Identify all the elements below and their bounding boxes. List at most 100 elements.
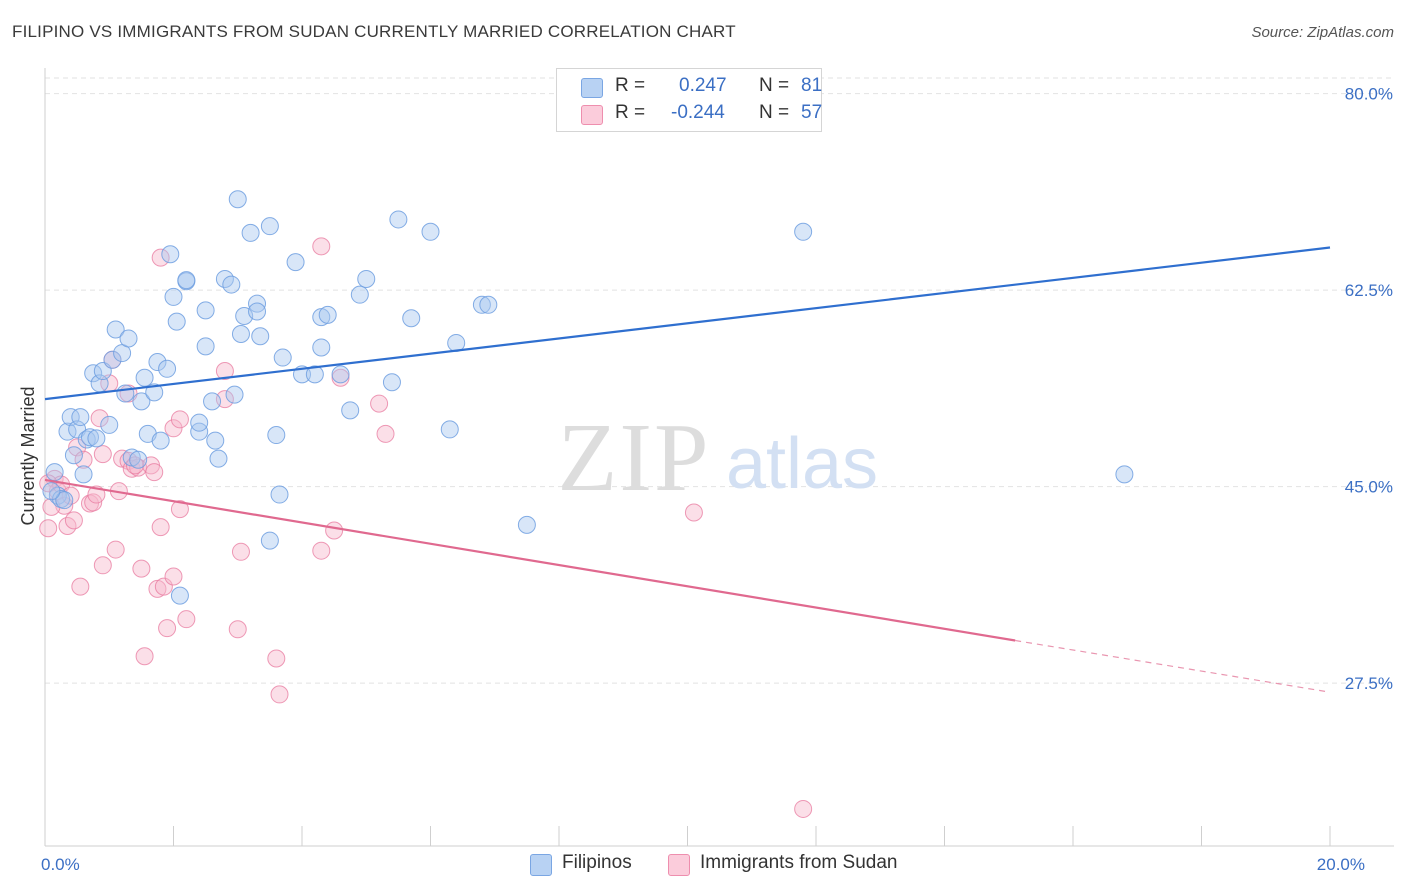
sudan-point xyxy=(312,541,331,560)
filipinos-point xyxy=(421,222,440,241)
filipinos-point xyxy=(158,359,177,378)
filipinos-point xyxy=(331,365,350,384)
filipinos-point xyxy=(119,329,138,348)
series-filipinos-points xyxy=(42,190,1134,605)
filipinos-point xyxy=(48,486,67,505)
bottom-legend-label: Filipinos xyxy=(562,852,632,873)
filipinos-point xyxy=(71,408,90,427)
sudan-point xyxy=(64,511,83,530)
sudan-point xyxy=(267,649,286,668)
filipinos-point xyxy=(132,392,151,411)
chart-title: FILIPINO VS IMMIGRANTS FROM SUDAN CURREN… xyxy=(12,22,736,41)
legend-swatch-sudan xyxy=(581,105,603,125)
sudan-point xyxy=(376,424,395,443)
series-sudan-points xyxy=(39,237,813,818)
filipinos-point xyxy=(77,430,96,449)
filipinos-point xyxy=(74,465,93,484)
filipinos-point xyxy=(148,353,167,372)
legend-swatch-filipinos xyxy=(581,78,603,98)
sudan-point xyxy=(61,486,80,505)
sudan-point xyxy=(370,394,389,413)
legend-r-value: 0.247 xyxy=(679,75,727,96)
y-tick-label: 62.5% xyxy=(1345,281,1393,300)
sudan-point xyxy=(87,485,106,504)
sudan-point xyxy=(154,577,173,596)
y-tick-label: 27.5% xyxy=(1345,674,1393,693)
filipinos-point xyxy=(270,485,289,504)
legend-n-value: 57 xyxy=(801,102,823,123)
sudan-trend-line xyxy=(44,478,1016,642)
filipinos-point xyxy=(248,302,267,321)
filipinos-point xyxy=(357,269,376,288)
filipinos-point xyxy=(167,312,186,331)
filipinos-point xyxy=(145,383,164,402)
sudan-point xyxy=(74,450,93,469)
bottom-legend-label: Immigrants from Sudan xyxy=(700,852,898,873)
bottom-legend-swatch-sudan xyxy=(668,854,690,876)
watermark: ZIP atlas xyxy=(558,404,879,512)
sudan-trend-line-extrapolated xyxy=(1015,639,1331,693)
filipinos-point xyxy=(225,385,244,404)
y-tick-label: 45.0% xyxy=(1345,478,1393,497)
sudan-point xyxy=(177,610,196,629)
x-tick-label: 20.0% xyxy=(1317,855,1365,874)
watermark-atlas: atlas xyxy=(726,424,878,504)
filipinos-point xyxy=(196,337,215,356)
filipinos-point xyxy=(164,287,183,306)
filipinos-point xyxy=(135,368,154,387)
filipinos-point xyxy=(222,275,241,294)
filipinos-point xyxy=(260,217,279,236)
sudan-point xyxy=(270,685,289,704)
filipinos-point xyxy=(151,431,170,450)
sudan-point xyxy=(158,619,177,638)
filipinos-point xyxy=(209,449,228,468)
y-axis-label: Currently Married xyxy=(18,386,38,525)
source-label: Source: ZipAtlas.com xyxy=(1251,24,1394,41)
sudan-point xyxy=(93,556,112,575)
filipinos-point xyxy=(248,294,267,313)
y-tick-label: 80.0% xyxy=(1345,85,1393,104)
filipinos-point xyxy=(440,420,459,439)
filipinos-point xyxy=(203,392,222,411)
trend-lines xyxy=(44,246,1331,693)
sudan-point xyxy=(164,567,183,586)
filipinos-point xyxy=(479,295,498,314)
sudan-point xyxy=(93,445,112,464)
sudan-point xyxy=(231,542,250,561)
legend: R = 0.247 N = 81 R = -0.244 N = 57 xyxy=(556,68,822,132)
filipinos-point xyxy=(170,586,189,605)
filipinos-point xyxy=(161,245,180,264)
legend-r-value: -0.244 xyxy=(671,102,725,123)
sudan-point xyxy=(164,419,183,438)
legend-r-label: R = xyxy=(615,102,646,123)
filipinos-point xyxy=(260,531,279,550)
sudan-point xyxy=(312,237,331,256)
filipinos-point xyxy=(251,327,270,346)
filipinos-point xyxy=(305,365,324,384)
bottom-legend-swatch-filipinos xyxy=(530,854,552,876)
sudan-point xyxy=(145,463,164,482)
filipinos-point xyxy=(273,348,292,367)
filipinos-point xyxy=(1115,465,1134,484)
filipinos-point xyxy=(42,482,61,501)
filipinos-point xyxy=(231,324,250,343)
sudan-point xyxy=(794,799,813,818)
sudan-point xyxy=(71,577,90,596)
sudan-point xyxy=(90,409,109,428)
x-tick-label: 0.0% xyxy=(41,855,80,874)
legend-n-value: 81 xyxy=(801,75,823,96)
filipinos-point xyxy=(190,413,209,432)
filipinos-point xyxy=(341,401,360,420)
filipinos-point xyxy=(87,429,106,448)
sudan-point xyxy=(170,410,189,429)
legend-r-label: R = xyxy=(615,75,646,96)
tick-labels: 27.5% 45.0% 62.5% 80.0% 0.0% 20.0% xyxy=(41,85,1393,874)
filipinos-point xyxy=(196,301,215,320)
filipinos-point xyxy=(129,450,148,469)
filipinos-point xyxy=(106,320,125,339)
watermark-zip: ZIP xyxy=(558,404,711,512)
filipinos-point xyxy=(402,309,421,328)
sudan-point xyxy=(106,540,125,559)
filipinos-point xyxy=(177,271,196,290)
